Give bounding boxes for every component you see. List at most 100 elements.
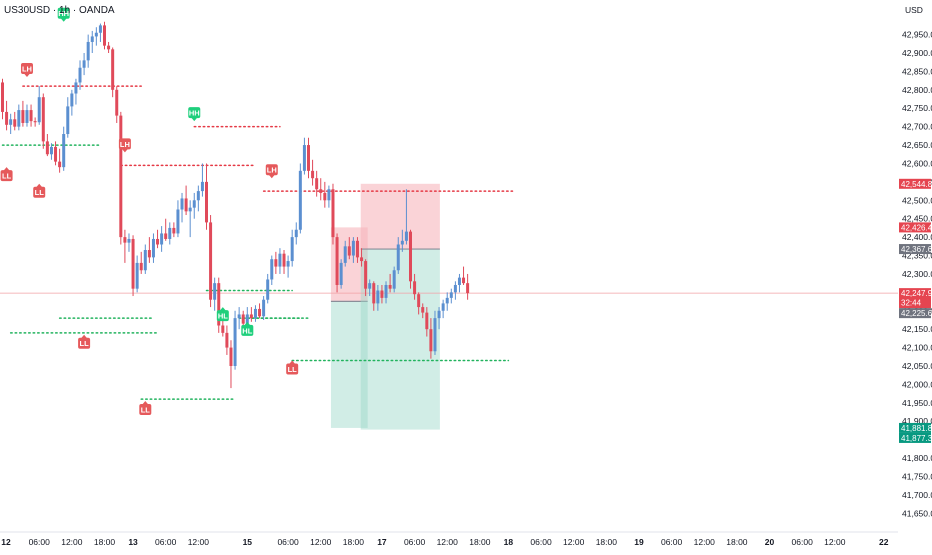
marker-label: LH bbox=[267, 166, 277, 175]
bearish-candle bbox=[139, 262, 143, 271]
time-tick-label: 06:00 bbox=[277, 537, 299, 547]
price-tag-background bbox=[899, 308, 931, 319]
time-day-label: 13 bbox=[128, 537, 138, 547]
price-tick-label: 42,400.0 bbox=[902, 232, 932, 242]
bearish-candle bbox=[462, 277, 466, 284]
swing-markers: HH LH LL LL LH HH LL LL HL HL LH LL bbox=[0, 7, 299, 415]
bullish-candle bbox=[270, 259, 274, 280]
marker-pointer bbox=[81, 334, 88, 339]
marker-pointer bbox=[142, 400, 149, 405]
price-tick-label: 42,100.0 bbox=[902, 343, 932, 353]
symbol-title[interactable]: US30USD · 1h · OANDA bbox=[4, 5, 115, 16]
bullish-candle bbox=[351, 240, 355, 256]
marker-pointer bbox=[60, 18, 67, 22]
time-tick-label: 18:00 bbox=[596, 537, 618, 547]
time-tick-label: 06:00 bbox=[792, 537, 814, 547]
bearish-candle bbox=[274, 259, 278, 267]
price-tick-label: 42,350.0 bbox=[902, 251, 932, 261]
bearish-candle bbox=[13, 119, 17, 127]
bullish-candle bbox=[294, 229, 298, 238]
bullish-candle bbox=[396, 244, 400, 271]
price-tick-label: 42,700.0 bbox=[902, 122, 932, 132]
time-tick-label: 12:00 bbox=[694, 537, 716, 547]
marker-badge bbox=[57, 7, 70, 19]
price-tick-label: 42,800.0 bbox=[902, 85, 932, 95]
marker-badge bbox=[78, 337, 91, 349]
marker-label: LL bbox=[2, 172, 12, 181]
price-tick-label: 42,450.0 bbox=[902, 214, 932, 224]
price-tick-label: 42,050.0 bbox=[902, 361, 932, 371]
bullish-candle bbox=[151, 238, 155, 258]
bullish-candle bbox=[17, 110, 21, 127]
bullish-candle bbox=[339, 262, 343, 285]
time-tick-label: 06:00 bbox=[29, 537, 51, 547]
price-tag-background bbox=[899, 432, 931, 443]
time-tick-label: 06:00 bbox=[530, 537, 552, 547]
price-tick-label: 42,750.0 bbox=[902, 103, 932, 113]
time-day-label: 17 bbox=[377, 537, 387, 547]
swing-marker: HL bbox=[216, 307, 229, 322]
time-tick-label: 06:00 bbox=[661, 537, 683, 547]
swing-marker: LL bbox=[33, 183, 46, 198]
time-tick-label: 06:00 bbox=[404, 537, 426, 547]
bearish-candle bbox=[209, 222, 213, 300]
bullish-candle bbox=[441, 303, 445, 311]
bullish-candle bbox=[445, 297, 449, 304]
bullish-candle bbox=[343, 246, 347, 263]
bar-countdown: 32:44 bbox=[901, 299, 922, 308]
time-tick-label: 12:00 bbox=[61, 537, 83, 547]
bearish-candle bbox=[111, 49, 115, 90]
price-tick-label: 41,900.0 bbox=[902, 416, 932, 426]
price-tag-background bbox=[899, 178, 931, 189]
bullish-candle bbox=[192, 200, 196, 208]
bullish-candle bbox=[66, 106, 70, 135]
price-tag: 42,367.6 bbox=[899, 244, 932, 255]
price-tag-value: 41,881.8 bbox=[901, 424, 932, 433]
price-tag-value: 42,247.9 bbox=[901, 289, 932, 298]
bullish-candle bbox=[384, 284, 388, 298]
marker-label: HL bbox=[218, 312, 228, 321]
bullish-candle bbox=[376, 290, 380, 304]
bearish-candle bbox=[147, 250, 151, 258]
bullish-candle bbox=[286, 261, 290, 267]
bullish-candle bbox=[298, 170, 302, 230]
bearish-candle bbox=[364, 261, 368, 289]
price-tick-label: 42,600.0 bbox=[902, 158, 932, 168]
price-tag: 42,225.6 bbox=[899, 308, 932, 319]
bearish-candle bbox=[172, 227, 176, 234]
bearish-candle bbox=[184, 198, 188, 212]
time-axis[interactable]: 12 06:00 12:00 18:00 13 06:00 12:00 15 06:00 12:0… bbox=[0, 531, 932, 550]
price-tick-label: 42,950.0 bbox=[902, 30, 932, 40]
bearish-candle bbox=[380, 290, 384, 298]
price-axis[interactable]: USD 42,950.0 42,900.0 42,850.0 42,800.0 42,7… bbox=[898, 0, 932, 550]
swing-marker: HH bbox=[57, 7, 70, 22]
price-tag-value: 42,544.8 bbox=[901, 180, 932, 189]
bullish-candle bbox=[368, 283, 372, 289]
marker-pointer bbox=[36, 183, 43, 188]
time-tick-label: 12:00 bbox=[188, 537, 210, 547]
price-tick-label: 42,300.0 bbox=[902, 269, 932, 279]
marker-pointer bbox=[191, 117, 198, 122]
time-day-label: 20 bbox=[765, 537, 775, 547]
bearish-candle bbox=[347, 246, 351, 256]
price-tag-background bbox=[899, 222, 931, 233]
price-tick-label: 41,650.0 bbox=[902, 508, 932, 518]
time-tick-label: 12:00 bbox=[310, 537, 332, 547]
bullish-candle bbox=[86, 41, 90, 61]
bullish-candle bbox=[188, 207, 192, 212]
bullish-candle bbox=[25, 110, 29, 123]
marker-label: HH bbox=[189, 109, 200, 118]
price-tag-value: 42,367.6 bbox=[901, 245, 932, 254]
bullish-candle bbox=[176, 209, 180, 234]
bullish-candle bbox=[98, 25, 102, 33]
swing-marker: HH bbox=[188, 107, 201, 122]
bearish-candle bbox=[21, 110, 25, 123]
time-tick-label: 18:00 bbox=[343, 537, 365, 547]
bearish-candle bbox=[225, 332, 229, 348]
time-day-label: 15 bbox=[243, 537, 253, 547]
bullish-candle bbox=[266, 279, 270, 300]
bullish-candle bbox=[135, 262, 139, 289]
price-tick-label: 42,900.0 bbox=[902, 48, 932, 58]
